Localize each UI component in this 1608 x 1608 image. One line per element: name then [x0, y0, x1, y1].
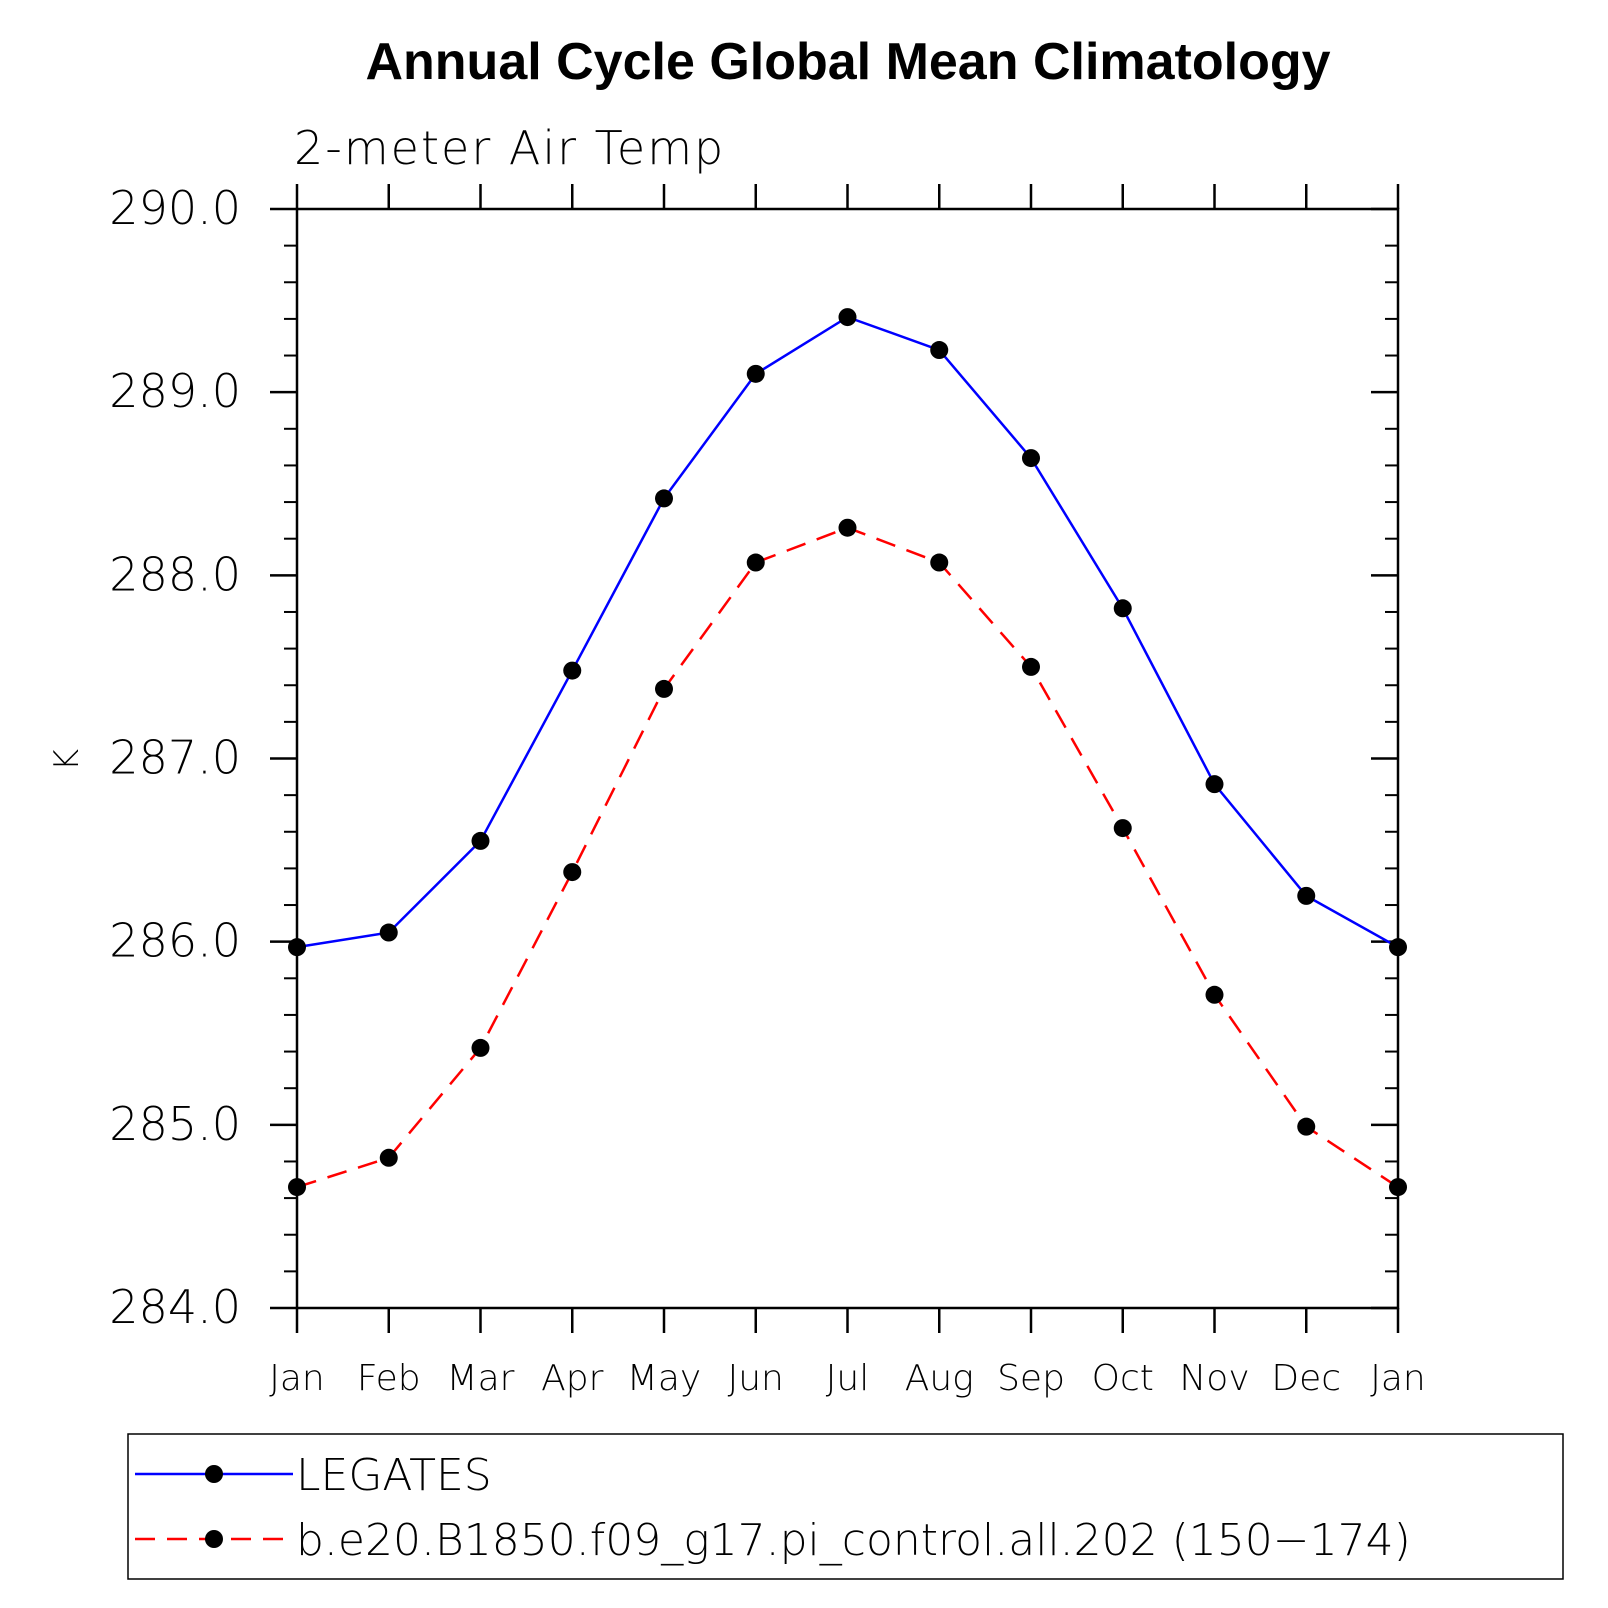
y-tick-label: 284.0	[109, 1280, 241, 1334]
x-tick-label: Apr	[541, 1358, 603, 1399]
data-point	[1389, 1178, 1407, 1197]
data-point	[288, 1178, 306, 1197]
y-tick-label: 288.0	[109, 547, 241, 601]
chart-subtitle: 2-meter Air Temp	[294, 121, 725, 175]
x-tick-label: Aug	[905, 1358, 974, 1399]
legend-box	[127, 1433, 1564, 1580]
y-tick-label: 285.0	[109, 1097, 241, 1151]
data-point	[838, 518, 857, 537]
data-point	[1389, 938, 1407, 957]
x-tick-label: Mar	[447, 1358, 515, 1399]
y-axis-label: K	[47, 749, 87, 771]
data-point	[1297, 1117, 1316, 1136]
data-point	[1205, 775, 1224, 794]
x-tick-label: Feb	[357, 1358, 421, 1399]
data-point	[930, 553, 949, 572]
x-tick-label: Jul	[826, 1358, 869, 1399]
data-point	[1113, 599, 1132, 618]
x-tick-label: Jun	[728, 1358, 784, 1399]
data-point	[1297, 886, 1316, 905]
data-point	[563, 863, 582, 882]
x-tick-label: Jan	[1370, 1358, 1426, 1399]
y-tick-label: 289.0	[109, 364, 241, 418]
y-tick-label: 286.0	[109, 914, 241, 968]
x-tick-label: Dec	[1271, 1358, 1341, 1399]
legend-label: b.e20.B1850.f09_g17.pi_control.all.202 (…	[296, 1515, 1411, 1566]
series-line	[296, 315, 1399, 949]
x-tick-label: Nov	[1179, 1358, 1249, 1399]
y-tick-label: 290.0	[109, 181, 241, 235]
legend-label: LEGATES	[296, 1450, 492, 1501]
data-point	[471, 1038, 490, 1057]
series-line	[296, 526, 1399, 1189]
chart-title: Annual Cycle Global Mean Climatology	[365, 33, 1330, 91]
data-point	[471, 831, 490, 850]
y-tick-label: 287.0	[109, 731, 241, 785]
x-tick-label: Oct	[1092, 1358, 1154, 1399]
legend-marker	[205, 1530, 223, 1548]
legend: LEGATES b.e20.B1850.f09_g17.pi_control.al…	[127, 1433, 1564, 1580]
x-tick-label: Sep	[997, 1358, 1065, 1399]
data-point	[655, 679, 673, 698]
x-tick-label: May	[627, 1358, 701, 1399]
data-point	[1022, 657, 1040, 676]
data-point	[1022, 449, 1040, 468]
data-point	[1205, 985, 1224, 1004]
data-point	[746, 364, 765, 383]
data-point	[379, 923, 398, 942]
data-point	[563, 661, 582, 680]
axes: Jan Feb Mar Apr May Jun Jul Aug Sep Oct Nov Dec Jan 2…	[109, 181, 1425, 1399]
series-layer	[288, 308, 1407, 1197]
data-point	[288, 938, 306, 957]
plot-frame	[295, 207, 1400, 1310]
data-point	[379, 1148, 398, 1167]
data-point	[655, 489, 673, 508]
data-point	[1113, 819, 1132, 838]
series-0	[288, 308, 1407, 957]
series-1	[288, 518, 1407, 1197]
data-point	[930, 341, 949, 360]
x-tick-label: Jan	[269, 1358, 325, 1399]
data-point	[838, 308, 857, 327]
data-point	[746, 553, 765, 572]
legend-marker	[205, 1465, 223, 1483]
